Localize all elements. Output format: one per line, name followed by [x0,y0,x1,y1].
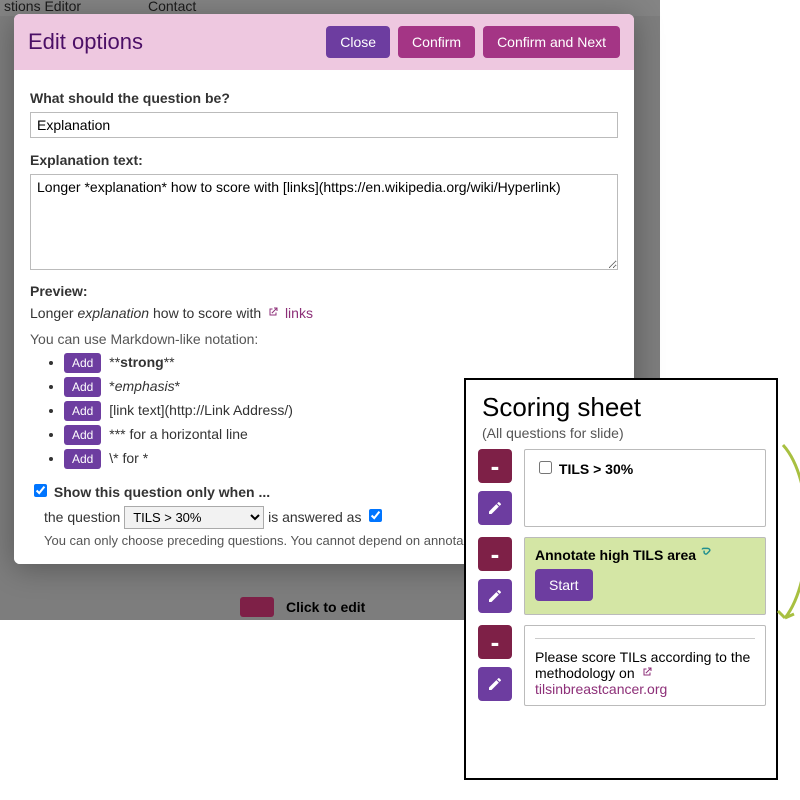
question-row-1: - TILS > 30% [478,449,766,527]
preview-content: Longer explanation how to score with lin… [30,305,618,321]
remove-question-button-2[interactable]: - [478,537,512,571]
md-escape: \* for * [109,450,148,466]
scoring-sheet-subtitle: (All questions for slide) [482,425,766,441]
confirm-button[interactable]: Confirm [398,26,475,58]
question-1-label: TILS > 30% [559,461,633,477]
pencil-icon [487,588,503,604]
question-card-3: Please score TILs according to the metho… [524,625,766,706]
modal-header: Edit options Close Confirm Confirm and N… [14,14,634,70]
preview-em: explanation [77,305,149,321]
conditional-checkbox[interactable] [34,484,47,497]
question-row-3: - Please score TILs according to the met… [478,625,766,706]
question-row-2: - Annotate high TILS area Start [478,537,766,615]
md-strong: strong [120,354,164,370]
pencil-icon [487,500,503,516]
click-to-edit-label: Click to edit [286,599,365,615]
cond-prefix: the question [44,509,120,525]
add-strong-button[interactable]: Add [64,353,101,373]
question-input[interactable] [30,112,618,138]
explanation-label: Explanation text: [30,152,618,168]
arrow-annotation [775,440,800,630]
conditional-label: Show this question only when ... [54,484,270,500]
add-link-button[interactable]: Add [64,401,101,421]
external-link-icon [641,666,653,678]
add-emphasis-button[interactable]: Add [64,377,101,397]
explanation-textarea[interactable] [30,174,618,270]
pencil-icon [487,676,503,692]
preview-text: Longer [30,305,77,321]
scoring-sheet-panel: Scoring sheet (All questions for slide) … [464,378,778,780]
question-card-1: TILS > 30% [524,449,766,527]
confirm-next-button[interactable]: Confirm and Next [483,26,620,58]
close-button[interactable]: Close [326,26,390,58]
add-hr-button[interactable]: Add [64,425,101,445]
edit-question-button[interactable] [478,491,512,525]
click-to-edit-row: Click to edit [240,597,365,617]
conditional-answer-checkbox[interactable] [369,509,382,522]
preview-label: Preview: [30,283,618,299]
cond-suffix: is answered as [268,509,361,525]
md-link: [link text](http://Link Address/) [109,402,293,418]
markdown-note: You can use Markdown-like notation: [30,331,618,347]
modal-title: Edit options [28,29,318,55]
remove-question-button-3[interactable]: - [478,625,512,659]
edit-question-button-2[interactable] [478,579,512,613]
tils-checkbox[interactable] [539,461,552,474]
question-card-2: Annotate high TILS area Start [524,537,766,615]
remove-question-button[interactable]: - [478,449,512,483]
scoring-sheet-title: Scoring sheet [482,392,766,423]
md-em: emphasis [115,378,175,394]
external-link-icon [267,306,279,318]
conditional-question-select[interactable]: TILS > 30% [124,506,264,529]
preview-text-2: how to score with [149,305,265,321]
edit-question-button-3[interactable] [478,667,512,701]
preview-link[interactable]: links [285,305,313,321]
annotate-icon [700,547,714,563]
add-escape-button[interactable]: Add [64,449,101,469]
question-label: What should the question be? [30,90,618,106]
mini-remove-button[interactable] [240,597,274,617]
start-button[interactable]: Start [535,569,593,601]
md-hr: *** for a horizontal line [109,426,248,442]
methodology-link[interactable]: tilsinbreastcancer.org [535,681,667,697]
question-2-label: Annotate high TILS area [535,547,696,563]
